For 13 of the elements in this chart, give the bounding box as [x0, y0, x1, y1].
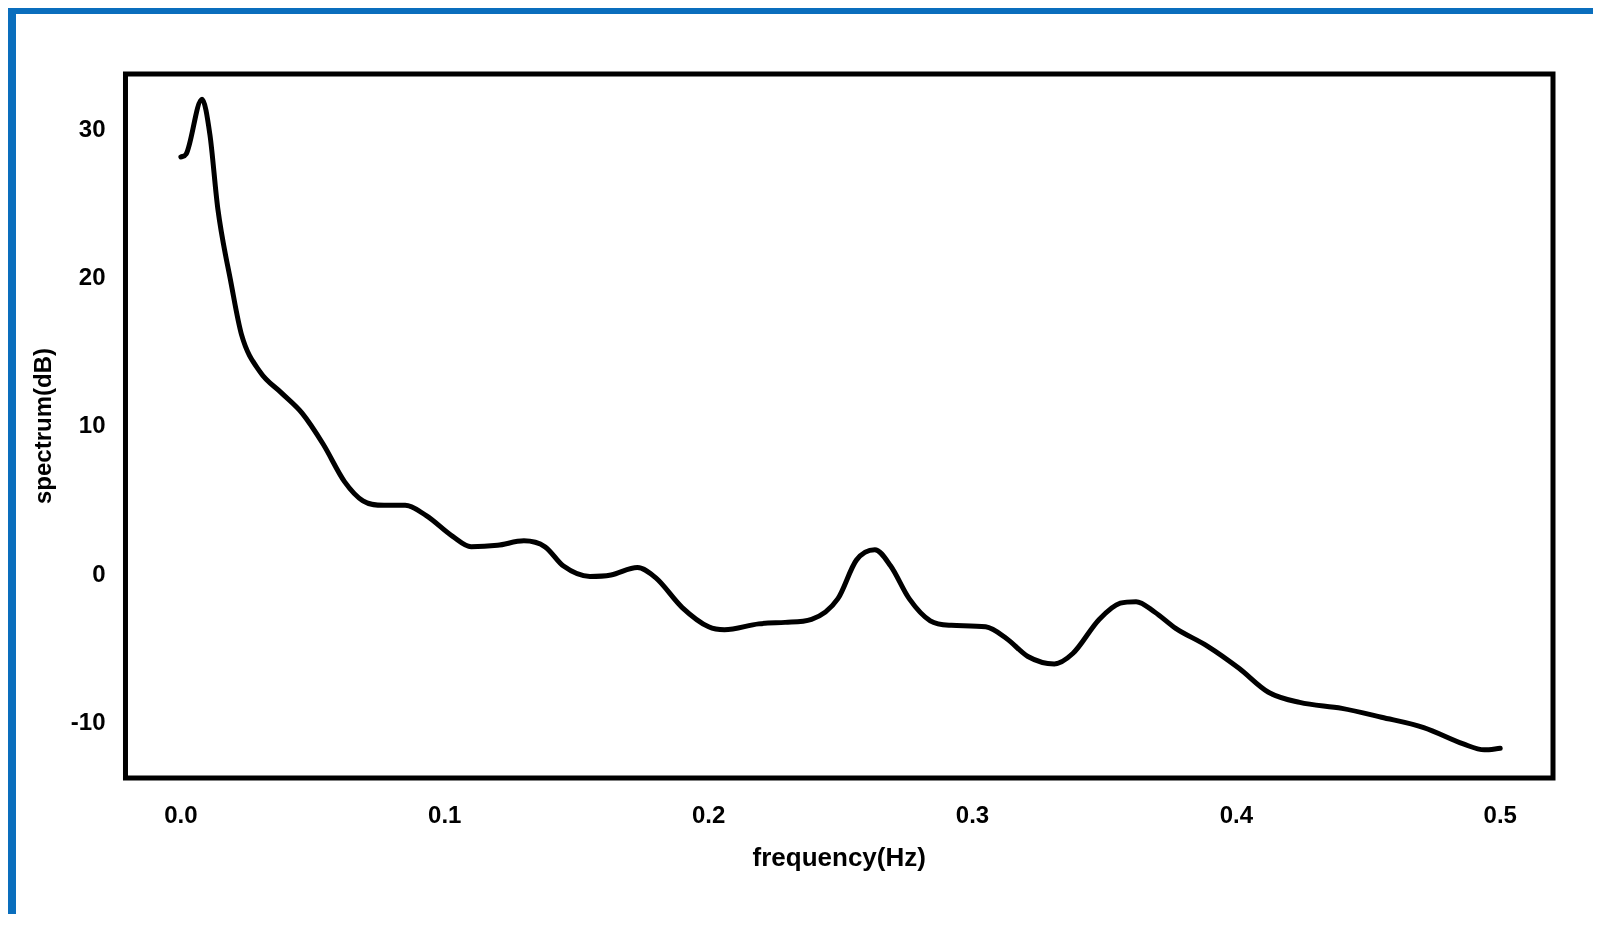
x-tick-label: 0.4	[1219, 801, 1254, 829]
x-tick-label: 0.1	[428, 801, 462, 829]
y-tick-label: 10	[78, 411, 106, 439]
y-tick-label: 30	[78, 114, 106, 142]
x-tick-label: 0.3	[955, 801, 990, 829]
x-tick-label: 0.2	[691, 801, 726, 829]
x-tick-label: 0.5	[1483, 801, 1517, 829]
x-tick-label: 0.0	[164, 801, 198, 829]
x-axis-title: frequency(Hz)	[752, 841, 926, 872]
y-tick-label: -10	[70, 707, 106, 735]
y-tick-label: 20	[78, 263, 106, 291]
y-tick-label: 0	[92, 559, 106, 587]
y-axis-title: spectrum(dB)	[29, 347, 57, 505]
